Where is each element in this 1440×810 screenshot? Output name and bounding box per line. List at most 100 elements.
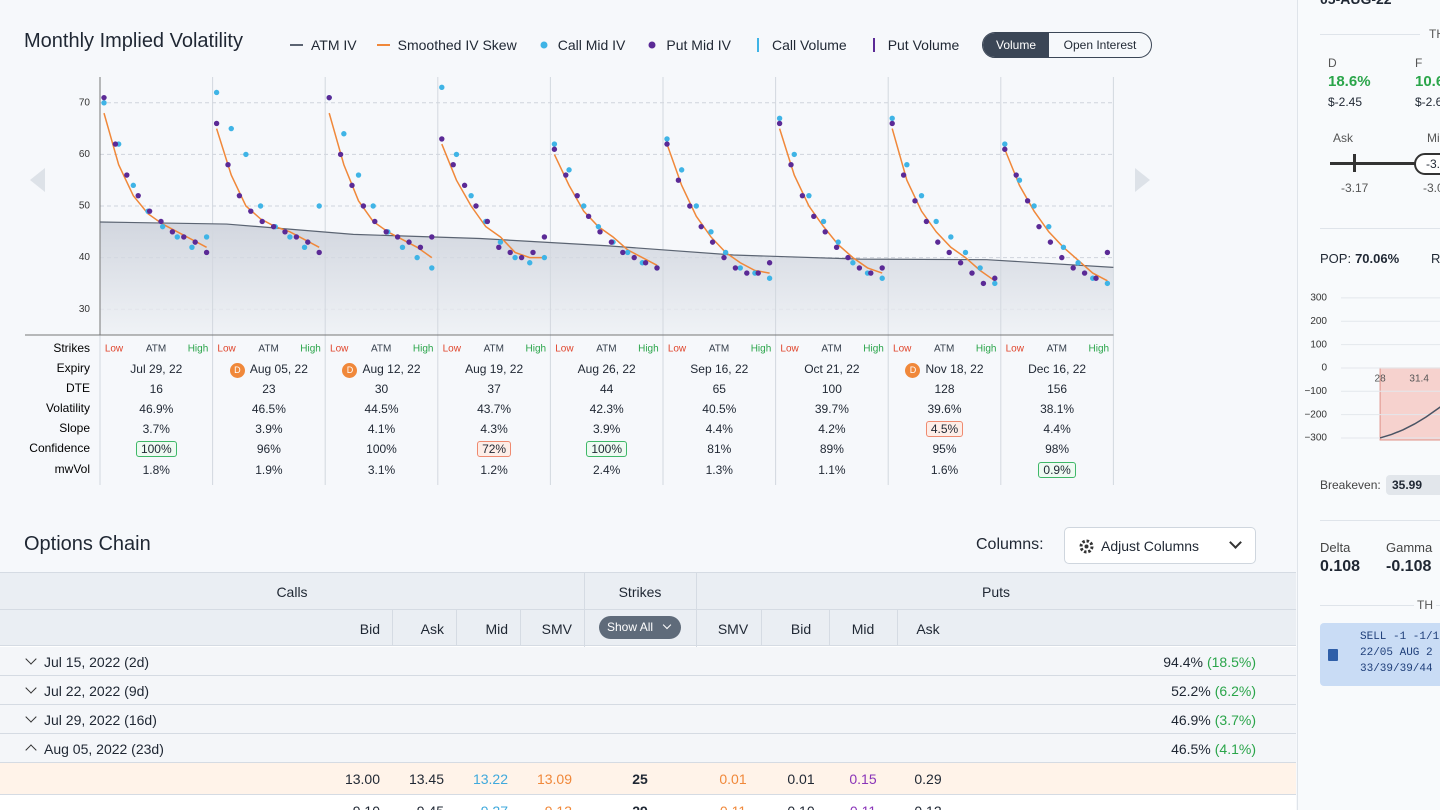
y-tick-label: 60 [79,149,91,160]
call-mid-dot [101,100,107,106]
expiry-cell: Oct 21, 22 [804,362,860,376]
expiry-text: Aug 05, 22 [249,362,308,376]
call-mid-dot [541,254,548,261]
call-value: 13.45 [408,771,444,787]
put-mid-dot [461,182,468,189]
toggle-open-interest[interactable]: Open Interest [1063,38,1137,52]
call-column-header: Bid [359,621,380,637]
call-mid-dot [879,275,885,281]
call-mid-dot [512,254,518,261]
call-mid-dot [1046,223,1052,230]
legend-label: Put Volume [887,37,960,53]
expiry-row[interactable] [0,647,1296,676]
call-mid-dot [203,234,210,240]
legend-label: Call Mid IV [557,37,626,53]
expiry-text: Aug 12, 22 [362,362,421,376]
put-mid-dot [135,192,141,199]
divider [1320,228,1440,229]
expiry-slope: (3.7%) [1214,712,1256,728]
dropdown-chevron [1229,536,1242,549]
call-column-header: Ask [420,621,444,637]
payoff-y-label: 300 [1310,293,1327,304]
call-mid-dot [355,172,362,178]
show-all-chevron [662,620,672,630]
columns-label: Columns: [976,536,1044,553]
row-label: Confidence [29,441,90,455]
put-mid-dot [889,120,895,127]
delta-label: Delta [1320,540,1351,555]
divider [1320,34,1420,35]
gamma-val: -0.108 [1386,558,1432,575]
call-mid-dot [527,260,533,266]
mid-val: -3.0 [1423,181,1440,195]
toggle[interactable]: Volume Open Interest [982,32,1152,58]
put-mid-dot [101,94,107,101]
call-mid-dot [1031,203,1037,209]
y-tick-label: 30 [79,304,91,315]
legend-marker [872,38,875,52]
header-row [0,573,1296,610]
mid-label: Mi [1427,131,1440,145]
expiry-slope: (6.2%) [1214,683,1256,699]
prev-arrow[interactable] [30,168,45,192]
slope-cell: 3.9% [255,422,283,436]
call-mid-dot [678,167,685,173]
put-mid-dot [383,229,389,235]
call-mid-dot [962,249,969,256]
slope-cell: 4.2% [818,422,846,436]
show-all-button[interactable]: Show All [599,616,681,639]
put-mid-dot [1070,265,1076,271]
strike-label: Low [893,344,912,355]
volatility-cell: 42.3% [589,402,624,416]
put-mid-dot [541,234,548,240]
heading1: TH [1426,27,1440,41]
expiry-row[interactable] [0,676,1296,705]
ask-val: -3.17 [1341,181,1369,195]
call-column-header: SMV [541,621,572,637]
expiry-cell: D Aug 05, 22 [213,361,325,378]
legend-item: ATM IV [290,37,357,53]
put-column-header: SMV [717,621,749,637]
strike-label: ATM [258,344,278,355]
row-label: Strikes [53,341,90,355]
volatility-cell: 43.7% [477,402,512,416]
put-mid-dot [675,177,682,183]
strike-label: High [1089,344,1110,355]
call-mid-dot [174,234,180,240]
call-mid-dot [1075,260,1081,266]
put-mid-dot [608,239,615,245]
strike-label: ATM [596,344,616,355]
call-mid-dot [1104,280,1111,287]
confidence-highlight: 72% [477,441,512,457]
payoff-y-label: 200 [1310,316,1327,327]
call-mid-dot [581,203,587,209]
legend-item: Put Volume [867,37,960,53]
call-mid-dot [439,84,445,91]
expiry-row[interactable] [0,734,1296,763]
mwvol-cell: 1.2% [480,463,508,477]
expiry-summary: 46.5% (4.1%) [1171,741,1256,757]
put-column-header: Ask [916,621,940,637]
adjust-columns-button[interactable]: Adjust Columns [1064,527,1256,564]
call-mid-dot [301,244,308,250]
call-value: 13.22 [472,771,508,787]
toggle-volume[interactable]: Volume [983,33,1049,57]
put-mid-dot [1013,172,1019,178]
put-mid-dot [439,136,445,142]
strike-label: High [751,344,772,355]
confidence-cell: 100% [100,441,212,457]
expiry-row[interactable] [0,705,1296,734]
expiry-slope: (18.5%) [1206,654,1256,670]
expiry-iv: 46.9% [1171,712,1211,728]
payoff-line [1379,406,1440,439]
slope-cell: 3.7% [142,422,170,436]
strike-label: High [188,344,209,355]
order-code-box[interactable]: SELL -1 -1/1 22/05 AUG 2 33/39/39/44 [1320,623,1440,686]
f-pct: 10.6 [1415,73,1440,90]
legend-label: Put Mid IV [666,37,731,53]
call-mid-dot [189,244,195,250]
strike-label: High [413,344,434,355]
next-arrow[interactable] [1135,168,1150,192]
col-sep [520,610,521,646]
call-mid-dot [414,254,420,261]
